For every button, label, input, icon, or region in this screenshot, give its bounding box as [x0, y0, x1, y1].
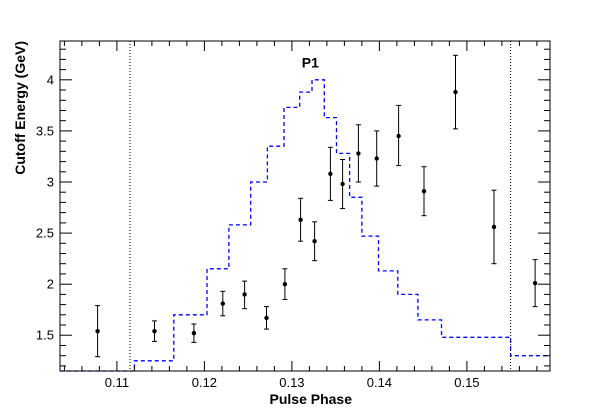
data-point — [374, 130, 380, 187]
x-tick-label: 0.13 — [279, 375, 304, 390]
x-axis-title: Pulse Phase — [270, 391, 353, 407]
y-tick-label: 1.5 — [36, 328, 54, 343]
data-point-marker — [421, 189, 427, 194]
data-points-layer — [95, 54, 538, 358]
y-tick-label: 3.5 — [36, 123, 54, 138]
data-point — [191, 323, 197, 343]
data-point-marker — [220, 301, 225, 306]
data-point-marker — [264, 315, 269, 321]
data-point-marker — [356, 151, 361, 156]
y-tick-label: 2 — [47, 277, 54, 292]
data-point — [220, 290, 226, 317]
data-point — [242, 280, 248, 310]
data-point — [532, 259, 538, 308]
data-point — [340, 159, 346, 210]
y-tick-label: 3 — [47, 175, 54, 190]
data-point-marker — [242, 292, 247, 297]
data-point-marker — [374, 156, 379, 161]
data-point — [396, 104, 402, 167]
data-point-marker — [191, 331, 197, 336]
y-axis-title: Cutoff Energy (GeV) — [12, 41, 28, 175]
data-point-marker — [453, 89, 458, 95]
data-point-marker — [396, 133, 401, 139]
data-point — [355, 124, 361, 183]
x-tick-label: 0.15 — [454, 375, 479, 390]
data-point-marker — [532, 280, 538, 286]
data-point-marker — [95, 329, 100, 334]
data-point — [95, 305, 101, 358]
data-point-marker — [491, 224, 497, 230]
y-tick-label: 4 — [47, 72, 54, 87]
data-point — [298, 197, 304, 242]
region-bounds-layer — [129, 41, 512, 371]
y-tick-label: 2.5 — [36, 226, 54, 241]
data-point — [421, 166, 427, 217]
data-point — [491, 189, 497, 265]
region-annotation: P1 — [302, 55, 319, 71]
pulse-profile-step-line — [60, 79, 550, 372]
data-point-marker — [328, 171, 333, 176]
x-tick-label: 0.12 — [192, 375, 217, 390]
data-point — [152, 320, 157, 342]
data-point-marker — [152, 329, 157, 334]
data-point — [327, 146, 333, 201]
x-tick-label: 0.14 — [367, 375, 392, 390]
plot-frame — [59, 40, 551, 372]
pulse-profile-layer — [60, 79, 550, 372]
data-point — [312, 221, 318, 262]
data-point — [282, 268, 288, 300]
data-point — [453, 54, 458, 130]
data-point-marker — [298, 217, 303, 222]
data-point-marker — [340, 181, 345, 187]
x-tick-label: 0.11 — [105, 375, 129, 390]
data-point-marker — [282, 282, 288, 287]
data-point — [264, 306, 269, 330]
data-point-marker — [312, 239, 317, 244]
axes-layer: 0.11 0.12 0.13 0.14 0.15 1.5 2 2.5 3 3.5 4 — [36, 40, 551, 390]
